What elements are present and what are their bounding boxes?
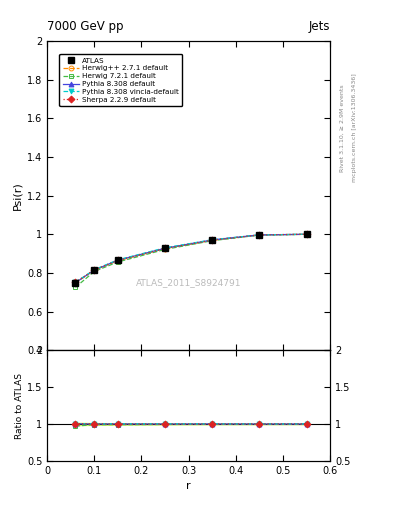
Herwig++ 2.7.1 default bbox=[73, 280, 78, 286]
Pythia 8.308 default bbox=[116, 257, 120, 263]
Pythia 8.308 vincia-default bbox=[73, 279, 78, 285]
Pythia 8.308 default bbox=[73, 280, 78, 286]
Sherpa 2.2.9 default bbox=[210, 237, 215, 243]
Text: Rivet 3.1.10, ≥ 2.9M events: Rivet 3.1.10, ≥ 2.9M events bbox=[340, 84, 345, 172]
Pythia 8.308 default bbox=[304, 231, 309, 238]
Pythia 8.308 vincia-default bbox=[92, 267, 97, 273]
Line: Pythia 8.308 vincia-default: Pythia 8.308 vincia-default bbox=[73, 232, 309, 285]
X-axis label: r: r bbox=[186, 481, 191, 491]
Herwig 7.2.1 default bbox=[116, 259, 120, 265]
Pythia 8.308 vincia-default bbox=[304, 231, 309, 238]
Line: Herwig 7.2.1 default: Herwig 7.2.1 default bbox=[73, 232, 309, 290]
Herwig 7.2.1 default bbox=[163, 246, 167, 252]
Herwig 7.2.1 default bbox=[73, 284, 78, 290]
Herwig++ 2.7.1 default bbox=[257, 232, 262, 238]
Sherpa 2.2.9 default bbox=[304, 231, 309, 238]
Pythia 8.308 vincia-default bbox=[210, 237, 215, 243]
Pythia 8.308 default bbox=[210, 237, 215, 243]
Pythia 8.308 vincia-default bbox=[257, 232, 262, 238]
Pythia 8.308 default bbox=[163, 245, 167, 251]
Herwig++ 2.7.1 default bbox=[304, 231, 309, 238]
Y-axis label: Psi(r): Psi(r) bbox=[13, 181, 23, 210]
Text: mcplots.cern.ch [arXiv:1306.3436]: mcplots.cern.ch [arXiv:1306.3436] bbox=[352, 74, 357, 182]
Sherpa 2.2.9 default bbox=[92, 267, 97, 273]
Herwig 7.2.1 default bbox=[92, 268, 97, 274]
Herwig++ 2.7.1 default bbox=[116, 258, 120, 264]
Line: Sherpa 2.2.9 default: Sherpa 2.2.9 default bbox=[73, 232, 309, 285]
Pythia 8.308 default bbox=[257, 232, 262, 238]
Line: Herwig++ 2.7.1 default: Herwig++ 2.7.1 default bbox=[73, 232, 309, 286]
Pythia 8.308 default bbox=[92, 267, 97, 273]
Pythia 8.308 vincia-default bbox=[116, 257, 120, 263]
Pythia 8.308 vincia-default bbox=[163, 245, 167, 251]
Sherpa 2.2.9 default bbox=[257, 232, 262, 238]
Herwig 7.2.1 default bbox=[257, 232, 262, 238]
Sherpa 2.2.9 default bbox=[73, 279, 78, 285]
Herwig 7.2.1 default bbox=[210, 238, 215, 244]
Herwig++ 2.7.1 default bbox=[210, 237, 215, 243]
Herwig++ 2.7.1 default bbox=[163, 246, 167, 252]
Herwig++ 2.7.1 default bbox=[92, 267, 97, 273]
Y-axis label: Ratio to ATLAS: Ratio to ATLAS bbox=[15, 373, 24, 439]
Sherpa 2.2.9 default bbox=[163, 245, 167, 251]
Sherpa 2.2.9 default bbox=[116, 258, 120, 264]
Text: 7000 GeV pp: 7000 GeV pp bbox=[47, 20, 124, 33]
Text: ATLAS_2011_S8924791: ATLAS_2011_S8924791 bbox=[136, 278, 241, 287]
Text: Jets: Jets bbox=[309, 20, 330, 33]
Line: Pythia 8.308 default: Pythia 8.308 default bbox=[73, 232, 309, 285]
Herwig 7.2.1 default bbox=[304, 231, 309, 238]
Legend: ATLAS, Herwig++ 2.7.1 default, Herwig 7.2.1 default, Pythia 8.308 default, Pythi: ATLAS, Herwig++ 2.7.1 default, Herwig 7.… bbox=[59, 54, 182, 106]
